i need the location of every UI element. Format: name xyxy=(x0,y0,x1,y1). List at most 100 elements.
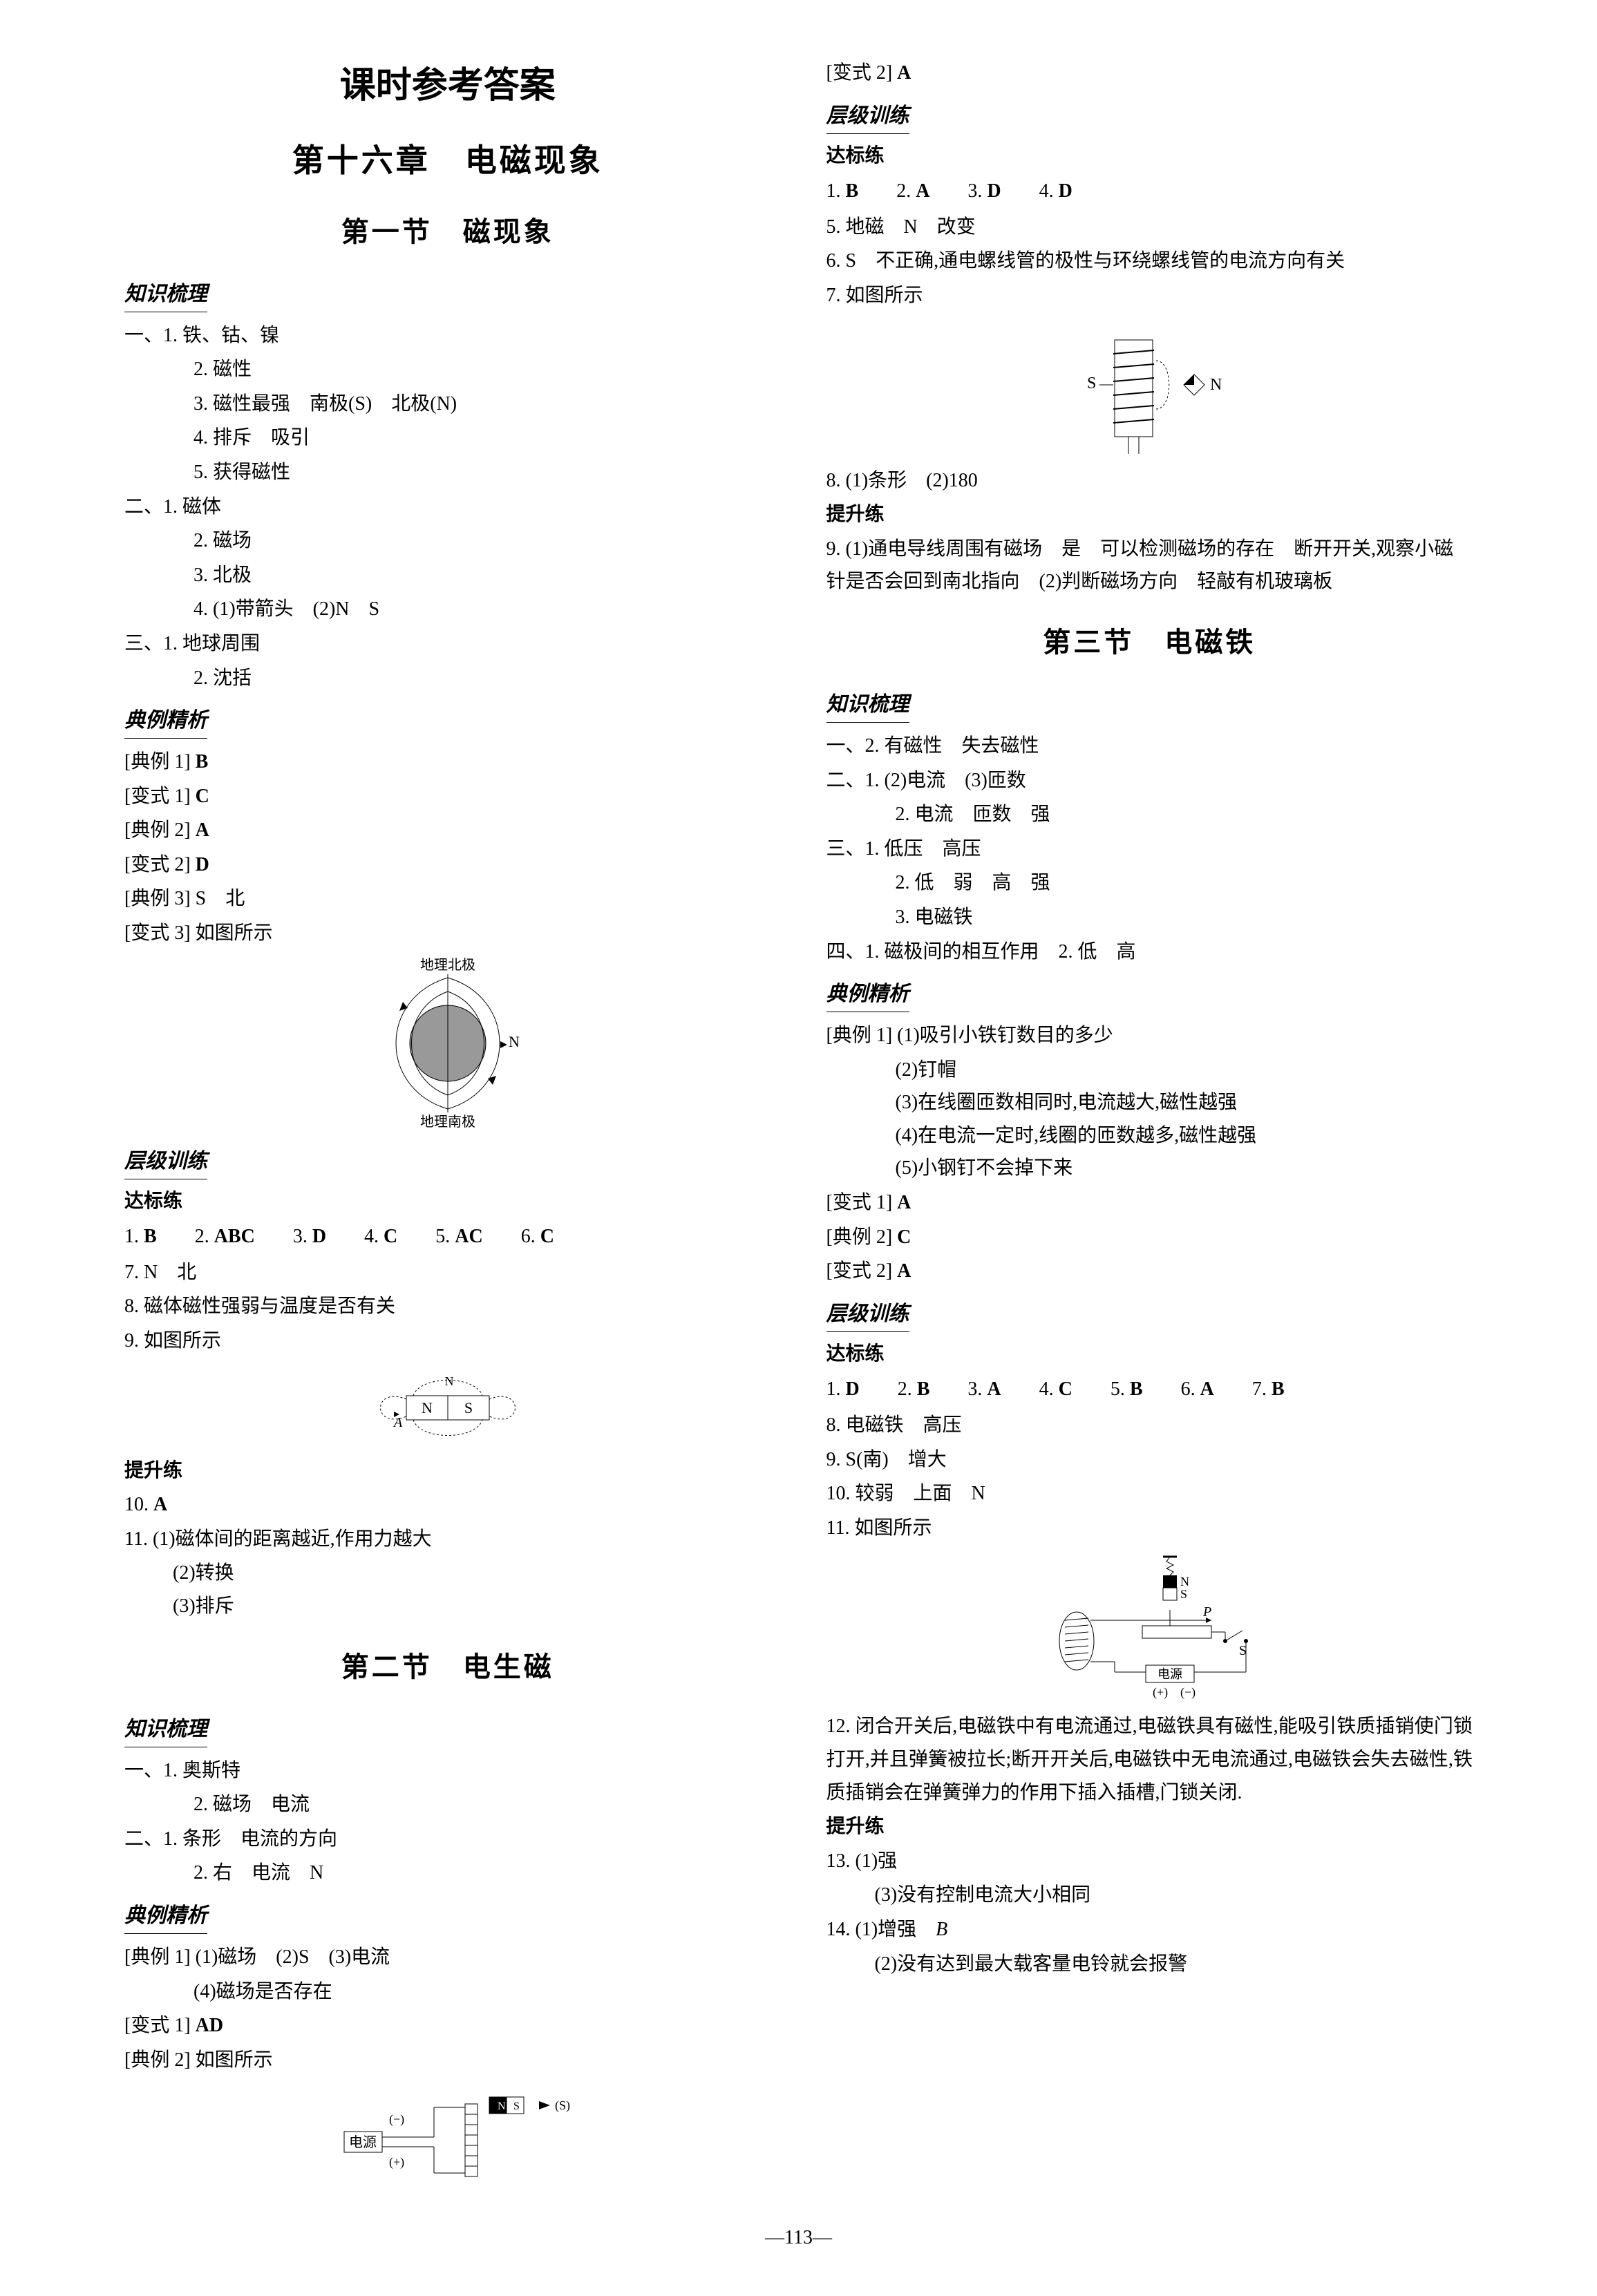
answer-line: 一、1. 铁、钴、镍 xyxy=(124,319,771,352)
variant-line: [变式 2] D xyxy=(124,848,771,882)
svg-text:P: P xyxy=(1202,1604,1211,1620)
svg-text:(+): (+) xyxy=(389,2155,404,2170)
example-line: (4)磁场是否存在 xyxy=(124,1975,771,2009)
svg-text:(−): (−) xyxy=(1180,1685,1196,1700)
right-column: [变式 2] A 层级训练 达标练 1. B 2. A 3. D 4. D 5.… xyxy=(826,55,1473,2194)
svg-text:S: S xyxy=(513,2100,520,2112)
section2-title: 第二节 电生磁 xyxy=(124,1644,771,1691)
example-line: [典例 3] S 北 xyxy=(124,882,771,915)
chapter-title: 第十六章 电磁现象 xyxy=(124,133,771,187)
svg-text:N: N xyxy=(509,1033,520,1050)
section3-title: 第三节 电磁铁 xyxy=(826,619,1473,666)
variant-line: [变式 1] C xyxy=(124,780,771,813)
answer-line: (2)没有达到最大载客量电铃就会报警 xyxy=(826,1948,1473,1981)
svg-text:A: A xyxy=(393,1415,403,1430)
section1-title: 第一节 磁现象 xyxy=(124,209,771,256)
svg-text:S: S xyxy=(1239,1643,1247,1658)
variant-line: [变式 1] A xyxy=(826,1186,1473,1220)
example-line: [典例 1] B xyxy=(124,746,771,779)
answer-line: 二、1. (2)电流 (3)匝数 xyxy=(826,764,1473,797)
knowledge-header: 知识梳理 xyxy=(826,687,909,723)
answer-line: 7. N 北 xyxy=(124,1256,771,1289)
answer-line: 14. (1)增强 B xyxy=(826,1913,1473,1946)
svg-text:(S): (S) xyxy=(555,2098,570,2113)
solenoid-circuit-figure: 电源 (−) (+) N S (S) xyxy=(310,2083,586,2187)
svg-text:(−): (−) xyxy=(389,2112,404,2127)
answer-line: 4. (1)带箭头 (2)N S xyxy=(124,593,771,626)
example-line: [典例 1] (1)吸引小铁钉数目的多少 xyxy=(826,1019,1473,1052)
answer-line: 三、1. 地球周围 xyxy=(124,627,771,661)
example-line: (5)小钢钉不会掉下来 xyxy=(826,1152,1473,1185)
page-number: —113— xyxy=(124,2221,1473,2255)
training-header: 层级训练 xyxy=(826,1296,909,1332)
answer-line: 3. 北极 xyxy=(124,559,771,592)
svg-text:地理北极: 地理北极 xyxy=(420,957,475,973)
example-line: (3)在线圈匝数相同时,电流越大,磁性越强 xyxy=(826,1086,1473,1119)
mc-answers: 1. B 2. ABC 3. D 4. C 5. AC 6. C xyxy=(124,1220,771,1253)
svg-text:N: N xyxy=(498,2100,506,2112)
answer-line: 2. 磁性 xyxy=(124,353,771,386)
answer-line: 一、2. 有磁性 失去磁性 xyxy=(826,730,1473,763)
knowledge-header: 知识梳理 xyxy=(124,1711,207,1747)
answer-line: 3. 磁性最强 南极(S) 北极(N) xyxy=(124,388,771,421)
answer-line: 13. (1)强 xyxy=(826,1845,1473,1878)
improve-practice-header: 提升练 xyxy=(826,498,1473,531)
answer-line: 10. A xyxy=(124,1488,771,1521)
left-column: 课时参考答案 第十六章 电磁现象 第一节 磁现象 知识梳理 一、1. 铁、钴、镍… xyxy=(124,55,771,2194)
answer-line: (3)排斥 xyxy=(124,1590,771,1623)
answer-line: 8. 电磁铁 高压 xyxy=(826,1409,1473,1442)
standard-practice-header: 达标练 xyxy=(826,140,1473,173)
answer-line: 2. 磁场 电流 xyxy=(124,1788,771,1821)
svg-text:电源: 电源 xyxy=(1157,1667,1182,1681)
example-line: [典例 2] C xyxy=(826,1221,1473,1254)
answer-line: 2. 电流 匝数 强 xyxy=(826,798,1473,831)
example-line: (2)钉帽 xyxy=(826,1054,1473,1087)
example-line: [典例 2] 如图所示 xyxy=(124,2044,771,2077)
answer-line: 2. 右 电流 N xyxy=(124,1857,771,1890)
svg-text:S: S xyxy=(1087,374,1096,392)
answer-line: 4. 排斥 吸引 xyxy=(124,421,771,455)
answer-line: 二、1. 磁体 xyxy=(124,491,771,524)
example-line: [典例 1] (1)磁场 (2)S (3)电流 xyxy=(124,1941,771,1974)
improve-practice-header: 提升练 xyxy=(124,1454,771,1488)
answer-line: 2. 磁场 xyxy=(124,524,771,558)
answer-line: 3. 电磁铁 xyxy=(826,901,1473,934)
answer-line: 11. (1)磁体间的距离越近,作用力越大 xyxy=(124,1523,771,1556)
improve-practice-header: 提升练 xyxy=(826,1810,1473,1843)
svg-text:(+): (+) xyxy=(1153,1685,1168,1700)
answer-line: 8. (1)条形 (2)180 xyxy=(826,464,1473,497)
main-title: 课时参考答案 xyxy=(124,55,771,116)
example-line: (4)在电流一定时,线圈的匝数越多,磁性越强 xyxy=(826,1119,1473,1152)
answer-line: 9. (1)通电导线周围有磁场 是 可以检测磁场的存在 断开开关,观察小磁针是否… xyxy=(826,533,1473,598)
solenoid-compass-figure: S N xyxy=(1059,319,1239,457)
variant-line: [变式 2] A xyxy=(826,57,1473,90)
svg-text:S: S xyxy=(464,1399,473,1416)
standard-practice-header: 达标练 xyxy=(826,1338,1473,1371)
answer-line: (2)转换 xyxy=(124,1557,771,1590)
example-header: 典例精析 xyxy=(124,703,207,739)
electromagnet-circuit-figure: N S P S 电源 xyxy=(1032,1551,1267,1703)
answer-line: 9. 如图所示 xyxy=(124,1325,771,1358)
answer-line: 11. 如图所示 xyxy=(826,1512,1473,1545)
earth-magnetic-field-figure: 地理北极 N 地理南极 xyxy=(337,957,558,1130)
answer-line: 5. 地磁 N 改变 xyxy=(826,211,1473,244)
example-header: 典例精析 xyxy=(124,1898,207,1934)
knowledge-header: 知识梳理 xyxy=(124,276,207,312)
variant-line: [变式 1] AD xyxy=(124,2009,771,2042)
answer-line: 2. 沈括 xyxy=(124,662,771,695)
answer-line: 12. 闭合开关后,电磁铁中有电流通过,电磁铁具有磁性,能吸引铁质插销使门锁打开… xyxy=(826,1710,1473,1809)
answer-line: 三、1. 低压 高压 xyxy=(826,833,1473,866)
svg-text:N: N xyxy=(1210,376,1222,394)
answer-line: 6. S 不正确,通电螺线管的极性与环绕螺线管的电流方向有关 xyxy=(826,245,1473,278)
answer-line: 2. 低 弱 高 强 xyxy=(826,866,1473,900)
mc-answers: 1. B 2. A 3. D 4. D xyxy=(826,175,1473,208)
mc-answers: 1. D 2. B 3. A 4. C 5. B 6. A 7. B xyxy=(826,1373,1473,1406)
standard-practice-header: 达标练 xyxy=(124,1185,771,1218)
answer-line: 四、1. 磁极间的相互作用 2. 低 高 xyxy=(826,936,1473,969)
answer-line: 7. 如图所示 xyxy=(826,279,1473,312)
answer-line: 8. 磁体磁性强弱与温度是否有关 xyxy=(124,1290,771,1323)
svg-text:电源: 电源 xyxy=(349,2134,377,2150)
training-header: 层级训练 xyxy=(124,1144,207,1179)
svg-text:N: N xyxy=(422,1399,433,1416)
answer-line: 一、1. 奥斯特 xyxy=(124,1754,771,1787)
